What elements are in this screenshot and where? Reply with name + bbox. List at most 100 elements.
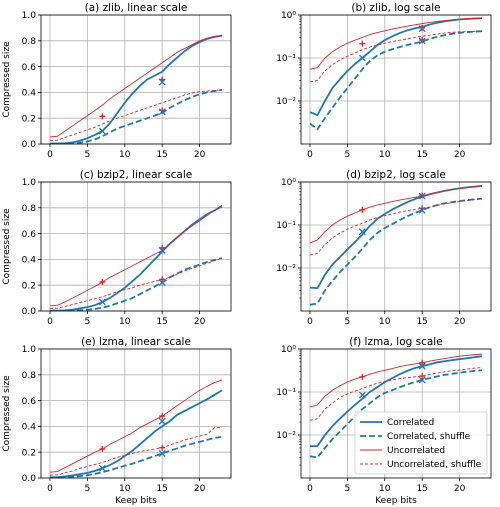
y-axis-label: Compressed size [2,208,12,285]
y-tick-label: 0.0 [22,140,37,150]
series-line-uncorrelated-shuffle [309,30,483,83]
series-line-uncorrelated [309,353,483,408]
x-tick-label: 20 [454,484,466,494]
x-tick-label: 5 [85,484,91,494]
y-axis-label: Compressed size [2,375,12,452]
plus-marker [99,445,106,452]
series-line-correlated [49,205,223,311]
cross-marker [158,279,166,287]
plus-marker [359,373,366,380]
plus-marker [419,373,426,380]
cross-marker [98,298,106,306]
panel-4: 0 5 10 15 20 10⁻² 10⁻¹ 10⁰ (d) bzip2, log scale [276,169,492,327]
y-tick-label: 10⁰ [281,11,296,21]
cross-marker [158,108,166,116]
y-tick-label: 10⁰ [281,178,296,188]
panel-title: (b) zlib, log scale [351,2,440,14]
axes-frame [40,181,232,312]
y-tick-label: 0.4 [22,256,37,266]
series-line-uncorrelated [49,35,223,138]
axes-frame [300,14,492,145]
x-tick-label: 10 [379,484,391,494]
cross-marker [98,464,106,472]
series-line-uncorrelated [309,17,483,70]
x-tick-label: 0 [307,317,313,327]
panel-5: 0 5 10 15 20 0.0 0.2 0.4 0.6 0.8 1.0 (e) lzma, line… [2,336,232,506]
x-tick-label: 10 [379,317,391,327]
series-line-uncorrelated-shuffle [49,89,223,141]
x-tick-label: 20 [194,484,206,494]
plot-area [49,379,223,478]
cross-marker [418,37,426,45]
series-line-uncorrelated [309,185,483,244]
plot-area [49,204,223,311]
x-tick-label: 5 [345,150,351,160]
x-tick-label: 20 [454,150,466,160]
y-tick-label: 0.4 [22,423,37,433]
x-tick-label: 15 [156,484,167,494]
y-tick-label: 1.0 [22,178,37,188]
legend-label: Correlated, shuffle [387,432,471,442]
x-tick-label: 5 [85,150,91,160]
series-line-uncorrelated-shuffle [309,198,483,256]
y-tick-label: 0.4 [22,89,37,99]
y-tick-label: 0.2 [22,448,36,458]
x-tick-label: 15 [156,150,167,160]
series-line-correlated [309,17,483,116]
series-line-uncorrelated [49,379,223,473]
plus-marker [359,40,366,47]
panel-6: 0 5 10 15 20 10⁻² 10⁻¹ 10⁰ (f) lzma, log scale Ke… [276,336,492,506]
panel-title: (c) bzip2, linear scale [80,169,193,181]
x-tick-label: 15 [416,317,427,327]
cross-marker [158,417,166,425]
series-line-correlated [309,355,483,448]
cross-marker [98,127,106,135]
x-tick-label: 10 [379,150,391,160]
x-tick-label: 10 [119,150,131,160]
series-line-correlated-shuffle [49,257,223,311]
y-tick-label: 10⁻¹ [276,221,296,231]
series-line-correlated [49,34,223,144]
y-tick-label: 10⁰ [281,345,296,355]
x-tick-label: 20 [194,150,206,160]
panel-title: (a) zlib, linear scale [85,2,188,14]
cross-marker [418,25,426,33]
y-axis-label: Compressed size [2,41,12,118]
panel-1: 0 5 10 15 20 0.0 0.2 0.4 0.6 0.8 1.0 (a) zlib, line… [2,2,232,160]
series-line-correlated-shuffle [309,30,483,131]
panel-title: (f) lzma, log scale [349,336,442,348]
panel-title: (e) lzma, linear scale [81,336,191,348]
plot-area [309,185,483,306]
panel-2: 0 5 10 15 20 10⁻² 10⁻¹ 10⁰ (b) zlib, log scale [276,2,492,160]
series-line-uncorrelated [49,204,223,307]
plus-marker [99,278,106,285]
plot-area [309,353,483,459]
legend-label: Correlated [387,418,434,428]
x-tick-label: 20 [454,317,466,327]
cross-marker [418,206,426,214]
cross-marker [358,228,366,236]
x-tick-label: 0 [307,484,313,494]
y-tick-label: 0.6 [22,230,37,240]
x-tick-label: 20 [194,317,206,327]
x-tick-label: 0 [47,484,53,494]
axes-frame [300,348,492,479]
axes-frame [40,14,232,145]
y-tick-label: 10⁻¹ [276,54,296,64]
y-tick-label: 0.0 [22,474,37,484]
plot-area [309,17,483,131]
x-axis-label: Keep bits [115,496,157,506]
cross-marker [158,246,166,254]
series-line-correlated-shuffle [49,88,223,144]
x-tick-label: 15 [416,484,427,494]
legend-box [354,411,488,475]
cross-marker [418,376,426,384]
y-tick-label: 10⁻² [276,431,296,441]
plus-marker [359,206,366,213]
y-tick-label: 10⁻² [276,97,296,107]
cross-marker [158,78,166,86]
y-tick-label: 0.8 [22,37,37,47]
y-tick-label: 0.2 [22,281,36,291]
plot-area [49,34,223,144]
